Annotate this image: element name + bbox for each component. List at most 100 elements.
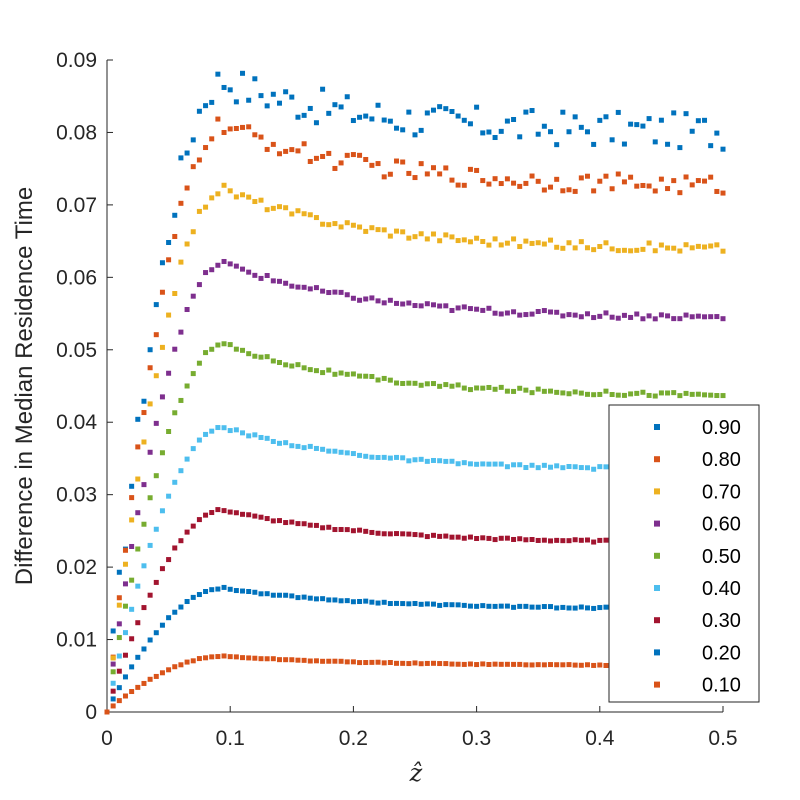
data-point: [566, 187, 572, 193]
data-point: [110, 696, 116, 702]
data-point: [270, 278, 276, 284]
data-point: [443, 232, 449, 238]
data-point: [387, 377, 393, 383]
data-point: [430, 107, 436, 113]
data-point: [474, 461, 480, 467]
data-point: [270, 91, 276, 97]
data-point: [209, 195, 215, 201]
data-point: [671, 178, 677, 184]
data-point: [492, 661, 498, 667]
data-point: [609, 137, 615, 143]
data-point: [375, 600, 381, 606]
data-point: [313, 155, 319, 161]
data-point: [523, 603, 529, 609]
data-point: [215, 425, 221, 431]
data-point: [264, 103, 270, 109]
data-point: [486, 242, 492, 248]
data-point: [572, 188, 578, 194]
data-point: [264, 656, 270, 662]
data-point: [708, 392, 714, 398]
data-point: [369, 599, 375, 605]
data-point: [381, 174, 387, 180]
data-point: [196, 282, 202, 288]
data-point: [357, 660, 363, 666]
data-point: [369, 162, 375, 168]
data-point: [313, 120, 319, 126]
data-point: [129, 543, 135, 549]
data-point: [572, 464, 578, 470]
data-point: [455, 382, 461, 388]
data-point: [153, 302, 159, 308]
data-point: [332, 165, 338, 171]
data-point: [554, 309, 560, 315]
data-point: [215, 191, 221, 197]
data-point: [517, 462, 523, 468]
data-point: [541, 308, 547, 314]
data-point: [486, 305, 492, 311]
data-point: [153, 579, 159, 585]
data-point: [591, 539, 597, 545]
data-point: [406, 458, 412, 464]
data-point: [233, 510, 239, 516]
data-point: [430, 302, 436, 308]
legend-label: 0.40: [702, 578, 741, 600]
data-point: [708, 143, 714, 149]
data-point: [276, 518, 282, 524]
data-point: [246, 655, 252, 661]
data-point: [301, 445, 307, 451]
data-point: [578, 390, 584, 396]
data-point: [203, 103, 209, 109]
data-point: [110, 669, 116, 675]
data-point: [394, 228, 400, 234]
data-point: [141, 680, 147, 686]
data-point: [209, 587, 215, 593]
data-point: [418, 161, 424, 167]
data-point: [652, 393, 658, 399]
data-point: [467, 306, 473, 312]
data-point: [264, 354, 270, 360]
data-point: [104, 709, 110, 715]
data-point: [344, 220, 350, 226]
data-point: [523, 465, 529, 471]
data-point: [523, 662, 529, 668]
data-point: [153, 332, 159, 338]
data-point: [523, 109, 529, 115]
data-point: [313, 596, 319, 602]
data-point: [153, 526, 159, 532]
data-point: [141, 482, 147, 488]
data-point: [634, 122, 640, 128]
data-point: [209, 267, 215, 273]
data-point: [400, 455, 406, 461]
legend-marker: [654, 649, 660, 656]
data-point: [363, 156, 369, 162]
data-point: [689, 128, 695, 134]
data-point: [461, 602, 467, 608]
data-point: [467, 121, 473, 127]
data-point: [560, 604, 566, 610]
data-point: [621, 312, 627, 318]
data-point: [387, 118, 393, 124]
data-point: [190, 371, 196, 377]
data-point: [548, 388, 554, 394]
data-point: [597, 464, 603, 470]
data-point: [350, 528, 356, 534]
data-point: [443, 458, 449, 464]
legend-marker: [654, 520, 660, 527]
data-point: [363, 373, 369, 379]
data-point: [276, 278, 282, 284]
data-point: [529, 604, 535, 610]
data-point: [400, 301, 406, 307]
data-point: [591, 188, 597, 194]
data-point: [141, 398, 147, 404]
data-point: [671, 245, 677, 251]
data-point: [184, 185, 190, 191]
data-point: [511, 462, 517, 468]
data-point: [695, 391, 701, 397]
data-point: [560, 538, 566, 544]
data-point: [504, 240, 510, 246]
data-point: [474, 662, 480, 668]
series-0.90: [104, 70, 726, 715]
data-point: [628, 121, 634, 127]
data-point: [449, 458, 455, 464]
data-point: [129, 689, 135, 695]
